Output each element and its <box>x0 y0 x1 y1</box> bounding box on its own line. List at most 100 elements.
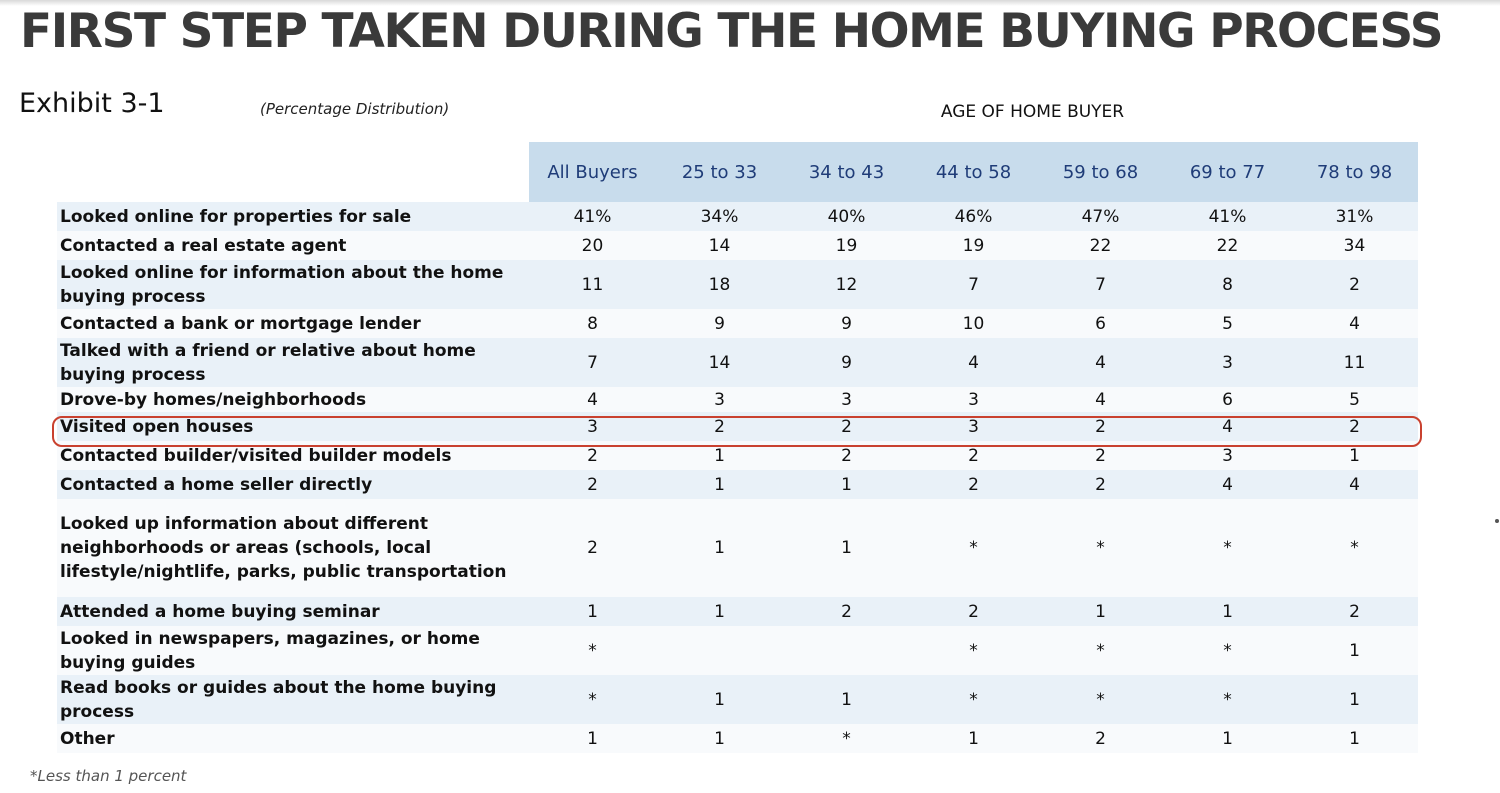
table-cell: 20 <box>529 231 656 260</box>
column-header: 78 to 98 <box>1291 142 1418 202</box>
table-row: Contacted a home seller directly 2 1 1 2 2 4 4 <box>57 470 1418 499</box>
table-cell: 3 <box>529 412 656 441</box>
row-label: Looked online for properties for sale <box>57 202 529 231</box>
table-cell: 12 <box>783 260 910 309</box>
table-cell: 8 <box>1164 260 1291 309</box>
table-cell: 4 <box>1291 309 1418 338</box>
table-cell: 1 <box>656 597 783 626</box>
table-cell: 2 <box>529 470 656 499</box>
table-cell: 1 <box>656 441 783 470</box>
table-cell: * <box>1164 499 1291 597</box>
table-cell: 2 <box>910 597 1037 626</box>
table-cell: 3 <box>656 387 783 412</box>
table-cell: 4 <box>1037 338 1164 387</box>
table-cell <box>783 626 910 675</box>
table-cell: * <box>1037 626 1164 675</box>
table-cell: 1 <box>529 724 656 753</box>
table-cell: 4 <box>1291 470 1418 499</box>
table-cell: 1 <box>783 470 910 499</box>
row-label: Talked with a friend or relative about h… <box>57 338 529 387</box>
row-label: Contacted a bank or mortgage lender <box>57 309 529 338</box>
table-cell: 46% <box>910 202 1037 231</box>
table-cell: 9 <box>783 309 910 338</box>
table-cell: 1 <box>910 724 1037 753</box>
table-cell: * <box>529 626 656 675</box>
row-label: Looked in newspapers, magazines, or home… <box>57 626 529 675</box>
column-header: 69 to 77 <box>1164 142 1291 202</box>
table-cell <box>656 626 783 675</box>
table-cell: 19 <box>783 231 910 260</box>
table-cell: 22 <box>1037 231 1164 260</box>
table-row: Looked online for information about the … <box>57 260 1418 309</box>
column-header: 25 to 33 <box>656 142 783 202</box>
row-label: Contacted builder/visited builder models <box>57 441 529 470</box>
table-cell: 11 <box>1291 338 1418 387</box>
row-label: Contacted a real estate agent <box>57 231 529 260</box>
table-row: Visited open houses 3 2 2 3 2 4 2 <box>57 412 1418 441</box>
table-cell: 1 <box>656 724 783 753</box>
table-row: Attended a home buying seminar 1 1 2 2 1 1 2 <box>57 597 1418 626</box>
row-label: Attended a home buying seminar <box>57 597 529 626</box>
row-label: Looked up information about different ne… <box>57 499 529 597</box>
table-cell: * <box>1291 499 1418 597</box>
table-cell: 2 <box>1037 724 1164 753</box>
table-cell: 41% <box>1164 202 1291 231</box>
table-cell: 10 <box>910 309 1037 338</box>
column-header: 34 to 43 <box>783 142 910 202</box>
table-row: Contacted builder/visited builder models… <box>57 441 1418 470</box>
table-cell: 1 <box>656 675 783 724</box>
header-blank-cell <box>57 142 529 202</box>
table-cell: 5 <box>1291 387 1418 412</box>
table-row: Talked with a friend or relative about h… <box>57 338 1418 387</box>
table-cell: 2 <box>1037 412 1164 441</box>
table-cell: 7 <box>910 260 1037 309</box>
table-row: Other 1 1 * 1 2 1 1 <box>57 724 1418 753</box>
table-cell: 4 <box>1164 470 1291 499</box>
table-cell: 3 <box>1164 441 1291 470</box>
table-cell: * <box>910 675 1037 724</box>
data-table: All Buyers 25 to 33 34 to 43 44 to 58 59… <box>57 142 1418 753</box>
table-cell: 8 <box>529 309 656 338</box>
table-cell: 14 <box>656 231 783 260</box>
table-cell: 40% <box>783 202 910 231</box>
table-cell: 2 <box>529 441 656 470</box>
table-cell: * <box>529 675 656 724</box>
row-label: Drove-by homes/neighborhoods <box>57 387 529 412</box>
table-cell: 1 <box>1291 675 1418 724</box>
table-cell: 1 <box>1164 724 1291 753</box>
edge-dot <box>1495 519 1499 523</box>
table-row: Contacted a bank or mortgage lender 8 9 9 10… <box>57 309 1418 338</box>
table-cell: 1 <box>1291 724 1418 753</box>
table-row: Read books or guides about the home buyi… <box>57 675 1418 724</box>
table-cell: * <box>1037 675 1164 724</box>
column-header: 59 to 68 <box>1037 142 1164 202</box>
table-cell: 4 <box>1037 387 1164 412</box>
table-cell: 4 <box>529 387 656 412</box>
table-cell: 1 <box>656 470 783 499</box>
table-cell: 14 <box>656 338 783 387</box>
table-cell: 47% <box>1037 202 1164 231</box>
table-row: Looked up information about different ne… <box>57 499 1418 597</box>
table-cell: 11 <box>529 260 656 309</box>
table-cell: 2 <box>783 441 910 470</box>
header-row: All Buyers 25 to 33 34 to 43 44 to 58 59… <box>57 142 1418 202</box>
row-label: Looked online for information about the … <box>57 260 529 309</box>
table-cell: 6 <box>1037 309 1164 338</box>
table-subtitle: (Percentage Distribution) <box>260 100 450 118</box>
table-cell: 2 <box>910 470 1037 499</box>
table-cell: 9 <box>783 338 910 387</box>
table-cell: 41% <box>529 202 656 231</box>
table-cell: 7 <box>1037 260 1164 309</box>
table-cell: * <box>910 626 1037 675</box>
table-cell: 1 <box>1291 626 1418 675</box>
table-cell: 34 <box>1291 231 1418 260</box>
table-cell: 31% <box>1291 202 1418 231</box>
table-cell: 2 <box>1291 412 1418 441</box>
column-group-label: AGE OF HOME BUYER <box>940 102 1125 122</box>
table-cell: 18 <box>656 260 783 309</box>
row-label: Other <box>57 724 529 753</box>
table-row: Contacted a real estate agent 20 14 19 19 22 2… <box>57 231 1418 260</box>
table-cell: 3 <box>910 412 1037 441</box>
table-cell: 1 <box>656 499 783 597</box>
